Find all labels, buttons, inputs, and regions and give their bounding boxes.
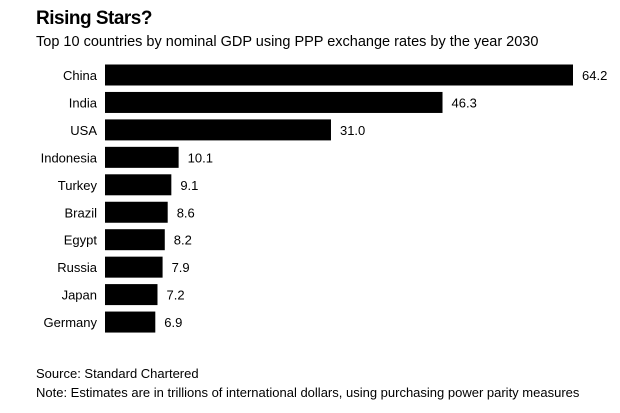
value-label: 46.3 (452, 95, 477, 110)
category-label: China (63, 68, 98, 83)
bar-usa (105, 119, 331, 141)
bar-egypt (105, 229, 165, 251)
bar-russia (105, 256, 163, 278)
value-label: 8.2 (174, 233, 192, 248)
category-label: Turkey (58, 178, 98, 193)
category-label: Indonesia (41, 150, 98, 165)
chart-subtitle: Top 10 countries by nominal GDP using PP… (36, 34, 539, 50)
value-label: 9.1 (180, 178, 198, 193)
category-label: Japan (62, 288, 97, 303)
value-label: 31.0 (340, 123, 365, 138)
note-text: Note: Estimates are in trillions of inte… (36, 385, 580, 400)
category-label: Germany (44, 315, 98, 330)
category-label: India (69, 95, 98, 110)
bar-indonesia (105, 146, 179, 168)
value-label: 8.6 (177, 205, 195, 220)
category-label: Egypt (64, 233, 98, 248)
value-label: 7.2 (166, 288, 184, 303)
value-label: 6.9 (164, 315, 182, 330)
bar-india (105, 91, 443, 113)
bar-japan (105, 284, 158, 306)
bar-turkey (105, 174, 172, 196)
bar-brazil (105, 201, 168, 223)
bar-china (105, 64, 573, 86)
source-text: Source: Standard Chartered (36, 366, 199, 381)
value-label: 10.1 (188, 150, 213, 165)
category-label: Brazil (64, 205, 97, 220)
category-label: Russia (57, 260, 98, 275)
category-label: USA (70, 123, 97, 138)
bar-germany (105, 311, 156, 333)
value-label: 7.9 (172, 260, 190, 275)
value-label: 64.2 (582, 68, 607, 83)
chart-title: Rising Stars? (36, 8, 152, 29)
